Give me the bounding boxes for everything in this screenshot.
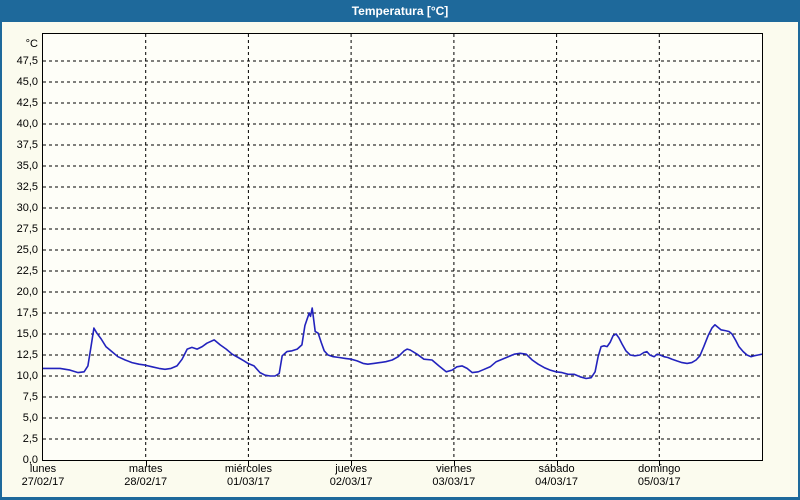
x-axis-tick bbox=[659, 461, 661, 466]
x-day-date: 03/03/17 bbox=[432, 476, 476, 488]
x-day-date: 02/03/17 bbox=[329, 476, 373, 488]
x-day-label: miércoles 01/03/17 bbox=[196, 463, 300, 489]
y-tick-label: 20,0 bbox=[16, 286, 38, 298]
x-day-name: martes bbox=[128, 463, 163, 475]
y-tick-label: 42,5 bbox=[16, 97, 38, 109]
x-day-date: 05/03/17 bbox=[637, 476, 681, 488]
x-axis-tick bbox=[351, 461, 353, 466]
y-tick-label: 35,0 bbox=[16, 160, 38, 172]
y-tick-label: 40,0 bbox=[16, 118, 38, 130]
x-axis-tick bbox=[248, 461, 250, 466]
y-tick-label: 12,5 bbox=[16, 349, 38, 361]
y-tick-label: 30,0 bbox=[16, 202, 38, 214]
x-day-name: lunes bbox=[29, 463, 57, 475]
y-tick-label: 32,5 bbox=[16, 181, 38, 193]
x-day-name: viernes bbox=[436, 463, 472, 475]
y-tick-label: 45,0 bbox=[16, 76, 38, 88]
y-tick-label: 0,0 bbox=[22, 454, 38, 466]
x-day-date: 28/02/17 bbox=[124, 476, 168, 488]
x-day-label: sábado 04/03/17 bbox=[505, 463, 609, 489]
temperature-series-line bbox=[43, 307, 762, 380]
y-tick-label: 25,0 bbox=[16, 244, 38, 256]
y-tick-label: 2,5 bbox=[22, 433, 38, 445]
y-axis-unit-label: °C bbox=[25, 38, 38, 50]
temperature-line-chart bbox=[43, 34, 762, 460]
y-tick-label: 15,0 bbox=[16, 328, 38, 340]
y-tick-label: 10,0 bbox=[16, 370, 38, 382]
x-day-label: lunes 27/02/17 bbox=[2, 463, 95, 489]
x-day-label: viernes 03/03/17 bbox=[402, 463, 506, 489]
y-tick-label: 7,5 bbox=[22, 391, 38, 403]
y-tick-label: 47,5 bbox=[16, 55, 38, 67]
x-day-label: jueves 02/03/17 bbox=[299, 463, 403, 489]
x-day-name: domingo bbox=[638, 463, 681, 475]
y-tick-label: 22,5 bbox=[16, 265, 38, 277]
x-day-name: miércoles bbox=[224, 463, 272, 475]
x-axis-tick bbox=[556, 461, 558, 466]
x-day-date: 04/03/17 bbox=[535, 476, 578, 488]
y-tick-label: 17,5 bbox=[16, 307, 38, 319]
y-tick-label: 5,0 bbox=[22, 412, 38, 424]
window-titlebar[interactable]: Temperatura [°C] bbox=[2, 0, 798, 22]
x-day-label: martes 28/02/17 bbox=[94, 463, 198, 489]
x-day-label: domingo 05/03/17 bbox=[607, 463, 711, 489]
window-title: Temperatura [°C] bbox=[351, 4, 449, 18]
x-day-date: 01/03/17 bbox=[227, 476, 270, 488]
plot-area bbox=[42, 33, 763, 461]
x-day-name: sábado bbox=[538, 463, 575, 475]
y-tick-label: 27,5 bbox=[16, 223, 38, 235]
y-tick-label: 37,5 bbox=[16, 139, 38, 151]
x-day-date: 27/02/17 bbox=[21, 476, 65, 488]
x-day-name: jueves bbox=[335, 463, 368, 475]
x-axis-tick bbox=[145, 461, 147, 466]
x-axis-tick bbox=[453, 461, 455, 466]
